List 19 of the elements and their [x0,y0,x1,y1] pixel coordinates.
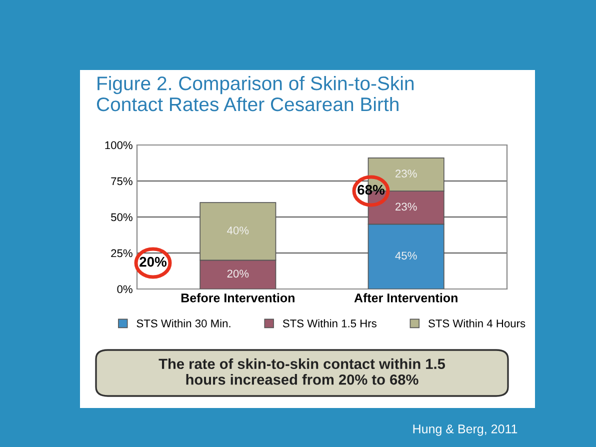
x-tick-label: After Intervention [354,293,458,302]
data-label: 45% [395,252,417,260]
x-tick-label: Before Intervention [181,293,294,302]
y-tick-label: 0% [117,285,132,294]
legend-label: STS Within 30 Min. [136,319,230,328]
annotation: 20% [140,256,167,267]
y-tick-label: 75% [111,177,132,186]
y-tick-label: 100% [105,141,132,150]
legend-label: STS Within 1.5 Hrs [282,319,376,328]
y-tick-label: 25% [111,249,132,258]
data-label: 23% [396,170,417,178]
data-label: 20% [227,270,249,278]
data-label: 40% [227,226,249,234]
legend-label: STS Within 4 Hours [428,319,526,328]
text: Hung & Berg, 2011 [413,424,518,436]
y-tick-label: 50% [111,213,132,222]
data-label: 23% [396,202,417,211]
chart-title: Figure 2. Comparison of Skin-to-Skin Contact Rates After Cesarean Birth [96,76,414,112]
text: The rate of skin-to-skin contact within 1.5 hours increased from 20% to 68% [158,358,446,385]
